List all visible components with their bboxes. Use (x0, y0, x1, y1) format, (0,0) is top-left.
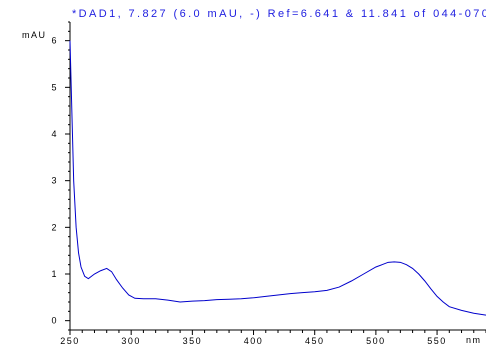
x-tick-label: 350 (183, 336, 203, 346)
x-tick-label: 250 (60, 336, 80, 346)
y-tick-label: 6 (51, 36, 58, 46)
x-axis-label: nm (466, 335, 482, 345)
x-tick-label: 500 (366, 336, 386, 346)
y-tick-label: 1 (51, 269, 58, 279)
x-tick-label: 550 (427, 336, 447, 346)
x-tick-label: 300 (121, 336, 141, 346)
series-line (69, 40, 486, 316)
y-tick-label: 3 (51, 176, 58, 186)
chart-title: *DAD1, 7.827 (6.0 mAU, -) Ref=6.641 & 11… (72, 8, 486, 20)
y-tick-label: 4 (51, 129, 58, 139)
x-tick-label: 400 (244, 336, 264, 346)
y-tick-label: 2 (51, 222, 58, 232)
x-tick-label: 450 (305, 336, 325, 346)
axis-ticks: 0 1 2 3 4 5 6 250 300 350 400 450 500 550 (51, 21, 486, 346)
y-axis-label: mAU (22, 30, 47, 40)
y-tick-label: 5 (51, 82, 58, 92)
y-tick-label: 0 (51, 316, 58, 326)
